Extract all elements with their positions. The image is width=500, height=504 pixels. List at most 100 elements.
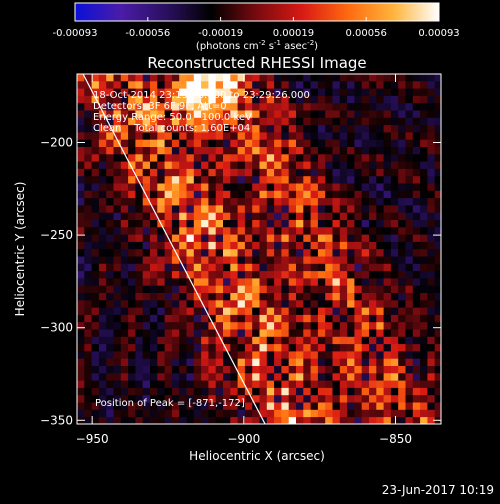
heatmap-pixel <box>310 256 319 265</box>
heatmap-pixel <box>369 139 377 148</box>
heatmap-pixel <box>157 234 165 243</box>
heatmap-pixel <box>244 88 253 97</box>
heatmap-pixel <box>150 212 158 221</box>
heatmap-pixel <box>150 110 158 119</box>
heatmap-pixel <box>339 336 348 345</box>
heatmap-pixel <box>310 81 319 89</box>
heatmap-pixel <box>113 314 122 323</box>
heatmap-pixel <box>434 409 441 418</box>
heatmap-pixel <box>303 139 311 148</box>
heatmap-pixel <box>91 139 100 148</box>
heatmap-pixel <box>383 293 392 301</box>
heatmap-pixel <box>215 366 224 374</box>
heatmap-pixel <box>281 241 290 250</box>
heatmap-pixel <box>179 351 187 360</box>
heatmap-pixel <box>420 125 428 133</box>
heatmap-pixel <box>215 81 224 89</box>
heatmap-pixel <box>223 344 231 352</box>
colorbar-tick-label: -0.00056 <box>125 28 170 39</box>
heatmap-pixel <box>266 168 275 177</box>
heatmap-pixel <box>412 176 421 184</box>
heatmap-pixel <box>281 314 290 323</box>
heatmap-pixel <box>77 74 85 82</box>
heatmap-pixel <box>398 81 406 89</box>
heatmap-pixel <box>77 263 85 272</box>
heatmap-pixel <box>244 402 253 411</box>
heatmap-pixel <box>317 161 326 170</box>
heatmap-pixel <box>120 387 129 396</box>
heatmap-pixel <box>405 329 414 338</box>
heatmap-pixel <box>390 336 399 345</box>
heatmap-pixel <box>237 198 246 206</box>
heatmap-pixel <box>339 220 348 228</box>
heatmap-pixel <box>361 366 370 374</box>
heatmap-pixel <box>420 234 428 243</box>
heatmap-pixel <box>237 256 246 265</box>
heatmap-pixel <box>237 387 246 396</box>
heatmap-pixel <box>325 300 333 308</box>
heatmap-pixel <box>128 117 136 126</box>
heatmap-pixel <box>434 395 441 403</box>
heatmap-pixel <box>193 373 202 381</box>
heatmap-pixel <box>120 132 129 141</box>
heatmap-pixel <box>332 373 341 381</box>
heatmap-pixel <box>288 161 297 170</box>
heatmap-pixel <box>113 373 122 381</box>
heatmap-pixel <box>252 161 260 170</box>
heatmap-pixel <box>106 307 114 316</box>
heatmap-pixel <box>230 81 238 89</box>
heatmap-pixel <box>332 95 341 104</box>
heatmap-pixel <box>347 125 355 133</box>
plot-frame <box>76 73 442 425</box>
heatmap-pixel <box>317 220 326 228</box>
heatmap-pixel <box>427 139 436 148</box>
heatmap-pixel <box>398 329 406 338</box>
heatmap-pixel <box>288 351 297 360</box>
heatmap-pixel <box>325 198 333 206</box>
heatmap-pixel <box>259 176 268 184</box>
heatmap-pixel <box>252 409 260 418</box>
heatmap-pixel <box>361 190 370 199</box>
heatmap-pixel <box>412 322 421 330</box>
heatmap-pixel <box>128 329 136 338</box>
heatmap-pixel <box>427 241 436 250</box>
heatmap-pixel <box>274 95 282 104</box>
heatmap-pixel <box>361 220 370 228</box>
heatmap-pixel <box>281 205 290 214</box>
heatmap-pixel <box>339 198 348 206</box>
heatmap-pixel <box>383 329 392 338</box>
heatmap-pixel <box>223 380 231 389</box>
heatmap-pixel <box>347 344 355 352</box>
heatmap-pixel <box>420 380 428 389</box>
heatmap-pixel <box>347 351 355 360</box>
heatmap-pixel <box>288 293 297 301</box>
heatmap-pixel <box>434 351 441 360</box>
heatmap-pixel <box>179 103 187 111</box>
heatmap-pixel <box>274 161 282 170</box>
heatmap-pixel <box>223 234 231 243</box>
heatmap-pixel <box>120 307 129 316</box>
heatmap-pixel <box>369 358 377 367</box>
heatmap-pixel <box>325 387 333 396</box>
heatmap-pixel <box>434 132 441 141</box>
heatmap-pixel <box>412 132 421 141</box>
heatmap-pixel <box>434 278 441 287</box>
heatmap-pixel <box>383 234 392 243</box>
heatmap-pixel <box>77 322 85 330</box>
heatmap-pixel <box>427 125 436 133</box>
heatmap-pixel <box>150 176 158 184</box>
heatmap-pixel <box>135 227 144 235</box>
heatmap-pixel <box>98 241 107 250</box>
heatmap-pixel <box>332 227 341 235</box>
heatmap-pixel <box>369 147 377 155</box>
heatmap-pixel <box>296 395 304 403</box>
heatmap-pixel <box>142 271 151 279</box>
heatmap-pixel <box>376 154 384 162</box>
heatmap-pixel <box>325 395 333 403</box>
heatmap-pixel <box>310 212 319 221</box>
heatmap-pixel <box>215 212 224 221</box>
heatmap-pixel <box>281 81 290 89</box>
heatmap-pixel <box>186 278 195 287</box>
heatmap-pixel <box>303 147 311 155</box>
heatmap-pixel <box>288 387 297 396</box>
